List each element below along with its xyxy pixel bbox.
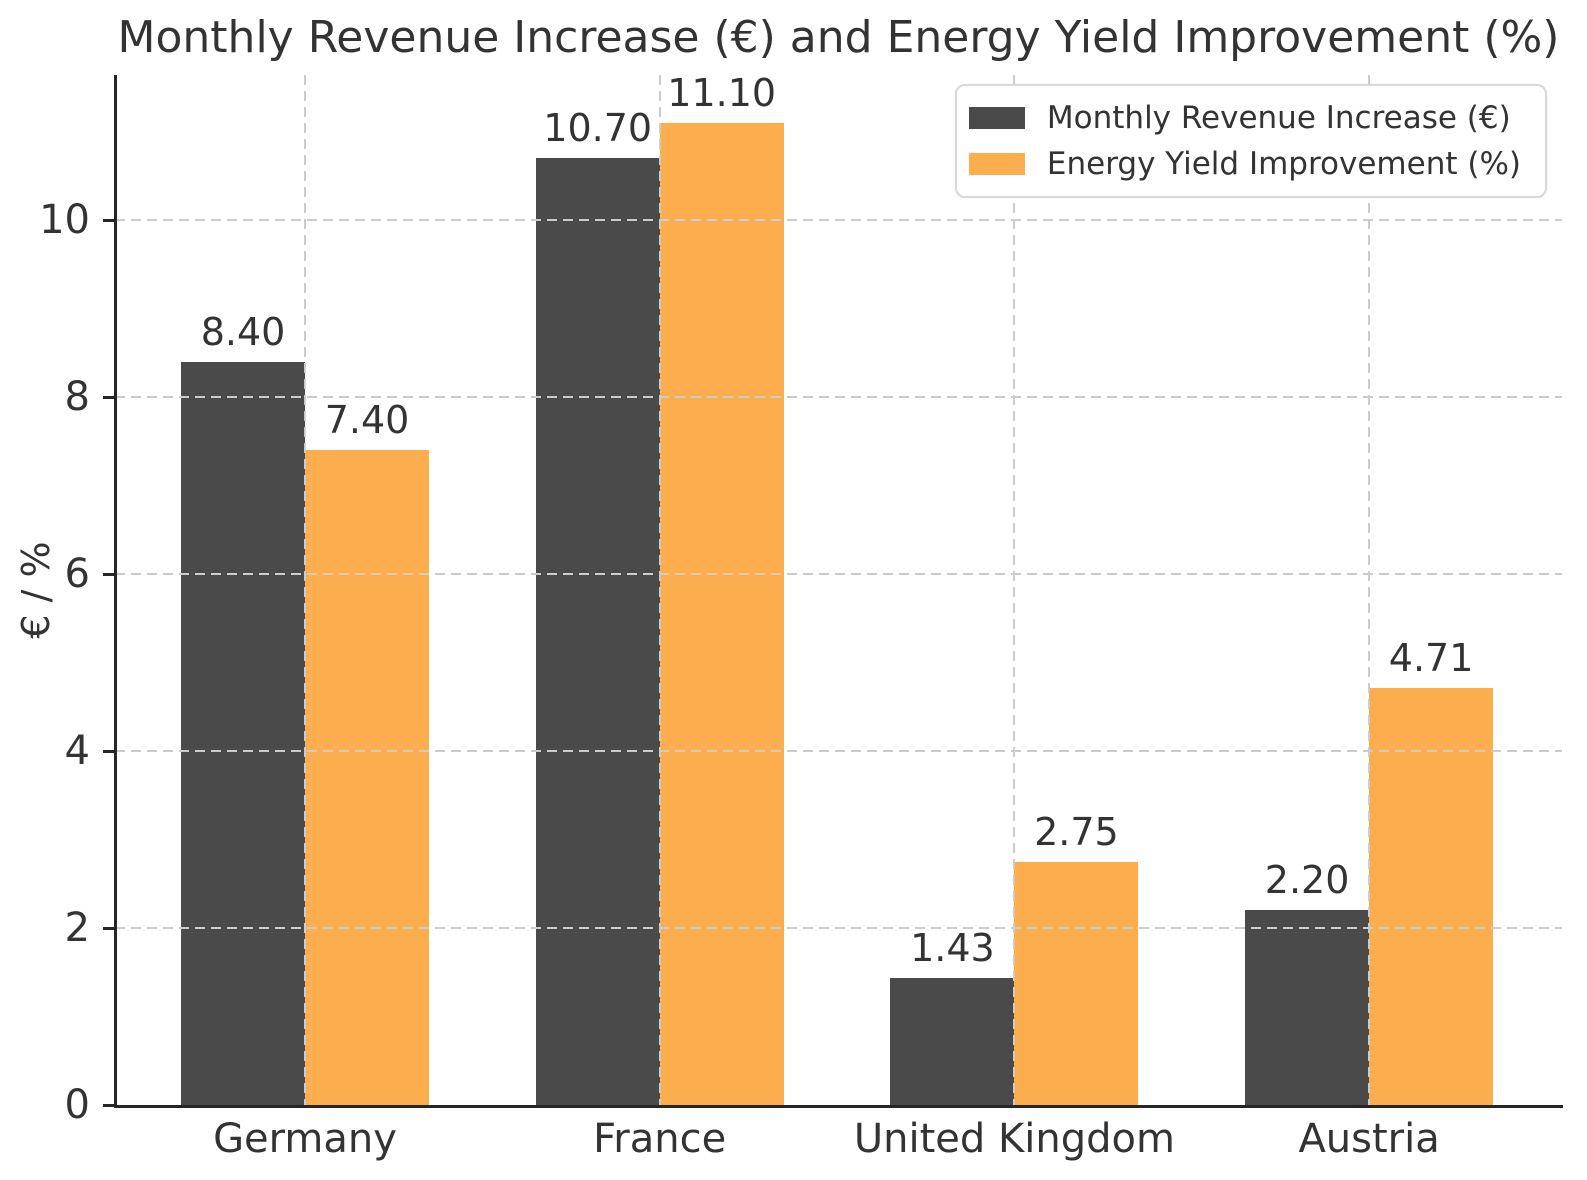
- legend-label: Monthly Revenue Increase (€): [1046, 100, 1511, 136]
- x-tick-label: France: [593, 1116, 727, 1162]
- gridline-horizontal: [115, 219, 1562, 222]
- x-tick-label: United Kingdom: [853, 1116, 1175, 1162]
- bar-value-label: 4.71: [1388, 636, 1474, 681]
- y-tick-mark: [103, 750, 114, 754]
- y-tick-label: 4: [64, 728, 90, 775]
- chart-title: Monthly Revenue Increase (€) and Energy …: [117, 12, 1560, 63]
- plot-area: 8.40 7.40 10.70 11.10 1.43 2.75 2.20 4.71: [115, 71, 1562, 1105]
- x-tick-label: Austria: [1298, 1116, 1440, 1162]
- bar-value-label: 2.20: [1264, 858, 1350, 903]
- y-tick-label: 2: [64, 905, 90, 952]
- legend-entry: Monthly Revenue Increase (€): [968, 100, 1521, 136]
- y-tick-mark: [103, 219, 114, 223]
- y-axis-spine: [114, 75, 117, 1108]
- legend-label: Energy Yield Improvement (%): [1046, 146, 1521, 182]
- y-tick-label: 10: [39, 197, 90, 244]
- legend-entry: Energy Yield Improvement (%): [968, 146, 1521, 182]
- x-tick-label: Germany: [213, 1116, 397, 1162]
- bar-value-label: 7.40: [324, 398, 410, 443]
- legend: Monthly Revenue Increase (€) Energy Yield…: [954, 84, 1547, 198]
- bar-yield: [305, 450, 429, 1105]
- legend-swatch-yield: [968, 153, 1025, 175]
- bar-yield: [659, 122, 784, 1105]
- y-tick-label: 0: [64, 1082, 90, 1128]
- bar-value-label: 10.70: [543, 106, 653, 151]
- y-tick-mark: [103, 573, 114, 577]
- y-tick-label: 8: [64, 374, 90, 421]
- bar-revenue: [181, 361, 305, 1105]
- bar-value-label: 2.75: [1034, 809, 1119, 854]
- bar-value-label: 8.40: [200, 309, 286, 354]
- bar-yield: [1369, 688, 1494, 1105]
- bar-value-label: 1.43: [910, 926, 995, 971]
- bar-revenue: [535, 158, 660, 1105]
- bar-yield: [1014, 861, 1139, 1105]
- legend-swatch-revenue: [968, 107, 1025, 129]
- y-tick-mark: [103, 927, 114, 931]
- bar-revenue: [1245, 910, 1370, 1105]
- y-tick-mark: [103, 396, 114, 400]
- bar-value-label: 11.10: [667, 70, 777, 115]
- x-axis-spine: [114, 1105, 1563, 1108]
- bar-revenue: [890, 978, 1015, 1105]
- y-tick-label: 6: [64, 551, 90, 598]
- y-tick-mark: [103, 1104, 114, 1107]
